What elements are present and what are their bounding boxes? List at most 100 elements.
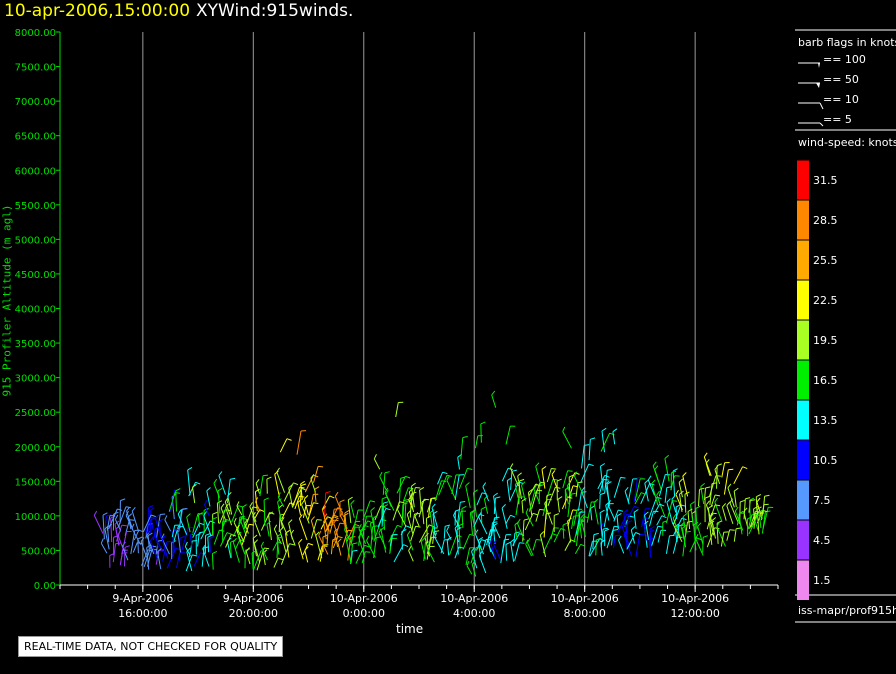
wind-barb bbox=[396, 476, 406, 494]
wind-barb-flag bbox=[491, 390, 496, 396]
wind-barb bbox=[535, 466, 542, 487]
wind-barb-flag bbox=[154, 526, 159, 531]
wind-barb bbox=[358, 529, 362, 546]
wind-barb bbox=[288, 487, 294, 508]
wind-barb-flag bbox=[666, 498, 671, 503]
wind-barb-flag bbox=[347, 529, 353, 532]
wind-barb bbox=[310, 519, 318, 539]
wind-barb bbox=[102, 515, 105, 540]
wind-barb bbox=[410, 487, 416, 503]
wind-barb-flag bbox=[533, 484, 538, 490]
wind-barb bbox=[562, 525, 565, 539]
wind-barb-flag bbox=[539, 483, 545, 487]
wind-barb-flag bbox=[252, 511, 256, 517]
wind-barb-flag bbox=[104, 525, 109, 530]
wind-barb-flag bbox=[476, 547, 482, 549]
wind-barb bbox=[469, 512, 473, 535]
wind-barb-flag bbox=[599, 509, 605, 514]
wind-barb bbox=[465, 485, 471, 509]
wind-barb bbox=[580, 517, 586, 537]
wind-barb-flag bbox=[736, 527, 742, 530]
wind-barb bbox=[606, 484, 610, 507]
y-tick-label: 8000.00 bbox=[15, 28, 56, 39]
wind-barb bbox=[104, 515, 107, 528]
wind-barb-flag bbox=[706, 500, 710, 506]
wind-barb-flag bbox=[195, 533, 201, 536]
wind-barb-flag bbox=[590, 505, 595, 509]
wind-barb bbox=[355, 545, 366, 564]
wind-barb bbox=[762, 496, 766, 515]
wind-barb-flag bbox=[514, 480, 520, 485]
wind-barb-flag bbox=[383, 501, 389, 504]
wind-barb bbox=[465, 547, 471, 566]
wind-barb bbox=[285, 533, 290, 558]
wind-barb-flag bbox=[758, 509, 764, 513]
wind-barb bbox=[380, 529, 387, 553]
wind-barb-flag bbox=[556, 478, 562, 482]
wind-barb bbox=[333, 522, 339, 537]
wind-barb-flag bbox=[150, 517, 156, 521]
wind-barb-flag bbox=[584, 444, 590, 446]
wind-barb-flag bbox=[634, 505, 640, 509]
wind-barb-flag bbox=[446, 475, 450, 481]
wind-barb-flag bbox=[656, 490, 660, 496]
wind-barb bbox=[406, 534, 414, 551]
wind-barb bbox=[623, 534, 633, 557]
wind-barb bbox=[137, 539, 139, 554]
wind-barb-flag bbox=[384, 487, 389, 493]
y-tick-label: 7500.00 bbox=[15, 63, 56, 74]
barb-sample-label: == 10 bbox=[823, 93, 859, 106]
wind-barb bbox=[521, 500, 524, 514]
wind-barb bbox=[672, 517, 683, 537]
wind-barb-flag bbox=[532, 512, 538, 516]
wind-barb bbox=[641, 508, 646, 528]
wind-barb-flag bbox=[406, 510, 411, 515]
wind-barb bbox=[260, 545, 268, 561]
wind-barb bbox=[475, 435, 479, 449]
wind-barb-flag bbox=[742, 466, 748, 470]
wind-barb bbox=[512, 533, 520, 546]
wind-barb-flag bbox=[299, 486, 305, 489]
wind-barb bbox=[219, 509, 226, 524]
wind-barb-flag bbox=[204, 500, 208, 505]
wind-barb-flag bbox=[756, 494, 762, 498]
y-axis-label: 915 Profiler Altitude (m agl) bbox=[0, 204, 14, 397]
speed-label: 19.5 bbox=[813, 334, 838, 347]
y-tick-label: 2000.00 bbox=[15, 443, 56, 454]
wind-barb bbox=[466, 565, 473, 575]
wind-barb-flag bbox=[232, 537, 237, 543]
wind-barb-flag bbox=[703, 452, 708, 458]
wind-barb-flag bbox=[195, 481, 201, 485]
barb-sample-label: == 100 bbox=[823, 53, 866, 66]
wind-barb-flag bbox=[396, 504, 401, 510]
wind-barb bbox=[418, 499, 425, 518]
wind-barb bbox=[671, 499, 677, 513]
wind-barb-flag bbox=[138, 529, 144, 533]
wind-barb bbox=[168, 492, 176, 512]
wind-barb-flag bbox=[383, 504, 389, 508]
wind-barb-flag bbox=[217, 487, 223, 492]
wind-barb bbox=[411, 513, 415, 532]
wind-barb bbox=[177, 513, 188, 535]
wind-barb bbox=[581, 445, 585, 469]
wind-barb-flag bbox=[510, 514, 516, 518]
wind-barb-flag bbox=[117, 508, 123, 511]
wind-barb-flag bbox=[140, 537, 145, 542]
wind-barb bbox=[761, 511, 766, 534]
wind-barb bbox=[604, 470, 608, 494]
wind-barb-flag bbox=[340, 511, 344, 517]
wind-barb-flag bbox=[697, 522, 702, 527]
wind-barb-flag bbox=[562, 522, 568, 526]
wind-barb bbox=[493, 544, 501, 560]
wind-barb bbox=[440, 539, 445, 554]
wind-barb bbox=[525, 544, 533, 557]
wind-barb bbox=[733, 528, 737, 542]
wind-barb-flag bbox=[711, 517, 717, 522]
wind-barb bbox=[225, 534, 232, 548]
wind-barb-flag bbox=[633, 509, 639, 513]
wind-barb bbox=[252, 538, 257, 557]
wind-barb-flag bbox=[288, 484, 293, 489]
wind-barb-flag bbox=[424, 532, 429, 538]
wind-barb-flag bbox=[644, 511, 649, 516]
wind-barb bbox=[425, 518, 428, 544]
